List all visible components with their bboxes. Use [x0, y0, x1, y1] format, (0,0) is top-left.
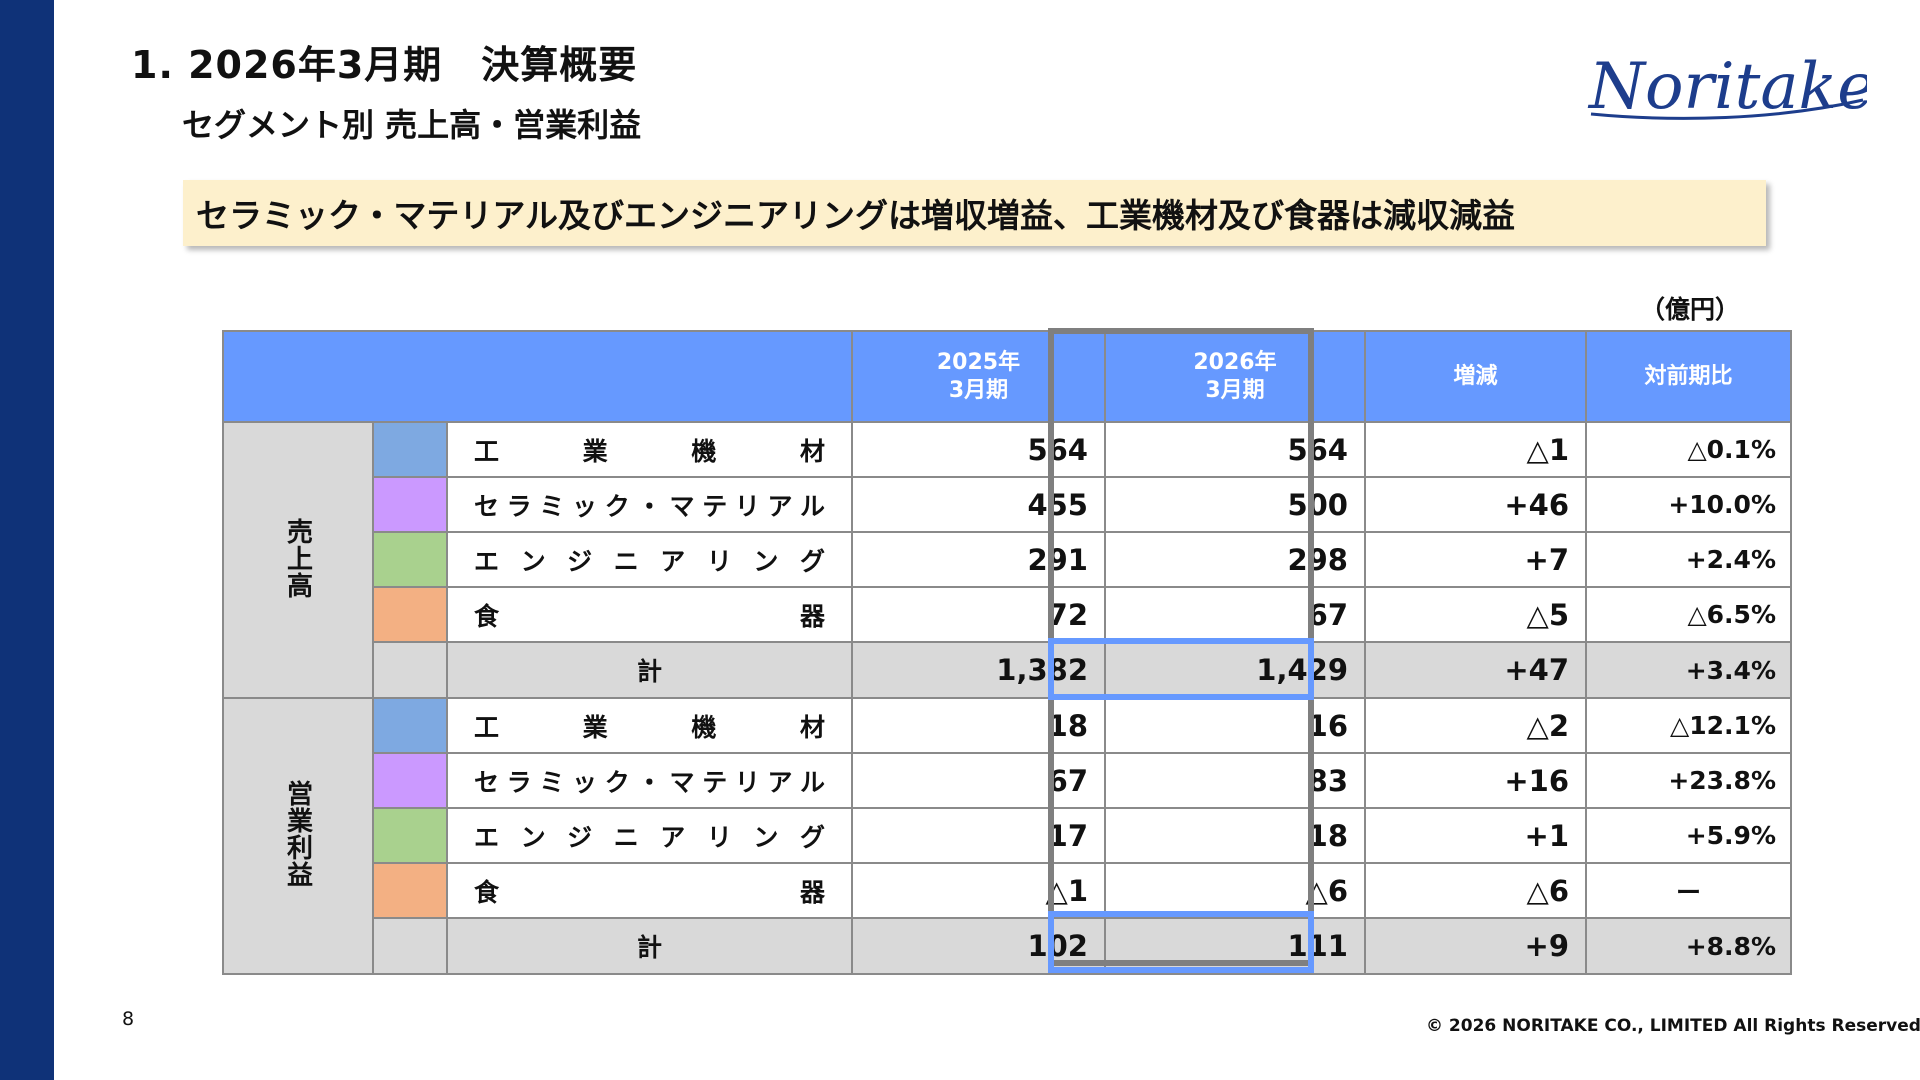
segment-swatch	[372, 531, 448, 588]
unit-label: （億円）	[1640, 295, 1741, 324]
table-row: エンジニアリング 17 18 +1 +5.9%	[223, 807, 1792, 864]
yoy-total: +3.4%	[1585, 641, 1792, 699]
change-value: +7	[1364, 531, 1587, 588]
curr-value: 16	[1104, 697, 1366, 754]
yoy-value: +23.8%	[1585, 752, 1792, 809]
header-curr-year: 2026年 3月期	[1104, 330, 1366, 423]
change-value: +1	[1364, 807, 1587, 864]
curr-value: 298	[1104, 531, 1366, 588]
table-row: 営業利益 工業機材 18 16 △2 △12.1%	[222, 697, 1792, 975]
table-row: 食器 △1 △6 △6 ー	[223, 862, 1792, 919]
table-row: 食器 72 67 △5 △6.5%	[223, 586, 1792, 643]
yoy-value: +2.4%	[1585, 531, 1792, 588]
curr-value: 83	[1104, 752, 1366, 809]
summary-banner: セラミック・マテリアル及びエンジニアリングは増収増益、工業機材及び食器は減収減益	[183, 180, 1766, 246]
prev-value: △1	[851, 862, 1106, 919]
curr-value: 500	[1104, 476, 1366, 533]
curr-value: 18	[1104, 807, 1366, 864]
noritake-logo: Noritake	[1587, 50, 1867, 124]
total-row: 計 102 111 +9 +8.8%	[223, 917, 1792, 975]
change-total: +9	[1364, 917, 1587, 975]
yoy-value: ー	[1585, 862, 1792, 919]
segment-name: 食器	[446, 586, 853, 643]
yoy-value: +5.9%	[1585, 807, 1792, 864]
curr-value: 67	[1104, 586, 1366, 643]
total-label: 計	[446, 641, 853, 699]
change-value: +16	[1364, 752, 1587, 809]
total-swatch-blank	[372, 641, 448, 699]
page-number: 8	[122, 1008, 135, 1030]
segment-name: エンジニアリング	[446, 531, 853, 588]
group-label-operating-profit: 営業利益	[222, 697, 374, 975]
segment-swatch	[372, 476, 448, 533]
change-total: +47	[1364, 641, 1587, 699]
table-row: 売上高 工業機材 564 564 △1 △0.1%	[222, 421, 1792, 699]
segment-swatch	[372, 752, 448, 809]
header-blank	[222, 330, 853, 423]
yoy-value: △0.1%	[1585, 421, 1792, 478]
yoy-value: +10.0%	[1585, 476, 1792, 533]
logo-text: Noritake	[1587, 50, 1867, 124]
prev-value: 564	[851, 421, 1106, 478]
prev-total: 102	[851, 917, 1106, 975]
page-title: 1. 2026年3月期 決算概要	[131, 43, 638, 87]
change-value: △2	[1364, 697, 1587, 754]
copyright-notice: © 2026 NORITAKE CO., LIMITED All Rights …	[1426, 1016, 1920, 1036]
prev-value: 455	[851, 476, 1106, 533]
change-value: △5	[1364, 586, 1587, 643]
header-change: 増減	[1364, 330, 1587, 423]
curr-value: △6	[1104, 862, 1366, 919]
prev-value: 67	[851, 752, 1106, 809]
segment-name: 工業機材	[446, 421, 853, 478]
segment-swatch	[372, 862, 448, 919]
banner-text: セラミック・マテリアル及びエンジニアリングは増収増益、工業機材及び食器は減収減益	[196, 196, 1516, 235]
segment-swatch	[372, 421, 448, 478]
yoy-value: △12.1%	[1585, 697, 1792, 754]
change-value: +46	[1364, 476, 1587, 533]
table-row: セラミック・マテリアル 67 83 +16 +23.8%	[223, 752, 1792, 809]
total-row: 計 1,382 1,429 +47 +3.4%	[223, 641, 1792, 699]
total-swatch-blank	[372, 917, 448, 975]
prev-value: 72	[851, 586, 1106, 643]
header-prev-year: 2025年 3月期	[851, 330, 1106, 423]
page-subtitle: セグメント別 売上高・営業利益	[182, 106, 642, 144]
change-value: △1	[1364, 421, 1587, 478]
table-row: エンジニアリング 291 298 +7 +2.4%	[223, 531, 1792, 588]
header-yoy: 対前期比	[1585, 330, 1792, 423]
segment-swatch	[372, 586, 448, 643]
prev-total: 1,382	[851, 641, 1106, 699]
segment-swatch	[372, 807, 448, 864]
curr-total: 1,429	[1104, 641, 1366, 699]
yoy-value: △6.5%	[1585, 586, 1792, 643]
prev-value: 17	[851, 807, 1106, 864]
segment-name: 食器	[446, 862, 853, 919]
segment-table: 2025年 3月期 2026年 3月期 増減 対前期比 売上高 工業機材 564 5…	[222, 330, 1792, 975]
prev-value: 18	[851, 697, 1106, 754]
curr-total: 111	[1104, 917, 1366, 975]
total-label: 計	[446, 917, 853, 975]
segment-name: 工業機材	[446, 697, 853, 754]
yoy-total: +8.8%	[1585, 917, 1792, 975]
segment-name: エンジニアリング	[446, 807, 853, 864]
change-value: △6	[1364, 862, 1587, 919]
prev-value: 291	[851, 531, 1106, 588]
segment-swatch	[372, 697, 448, 754]
group-label-sales: 売上高	[222, 421, 374, 699]
segment-name: セラミック・マテリアル	[446, 752, 853, 809]
curr-value: 564	[1104, 421, 1366, 478]
left-accent-bar	[0, 0, 54, 1080]
table-row: セラミック・マテリアル 455 500 +46 +10.0%	[223, 476, 1792, 533]
segment-name: セラミック・マテリアル	[446, 476, 853, 533]
table-header-row: 2025年 3月期 2026年 3月期 増減 対前期比	[222, 330, 1792, 423]
